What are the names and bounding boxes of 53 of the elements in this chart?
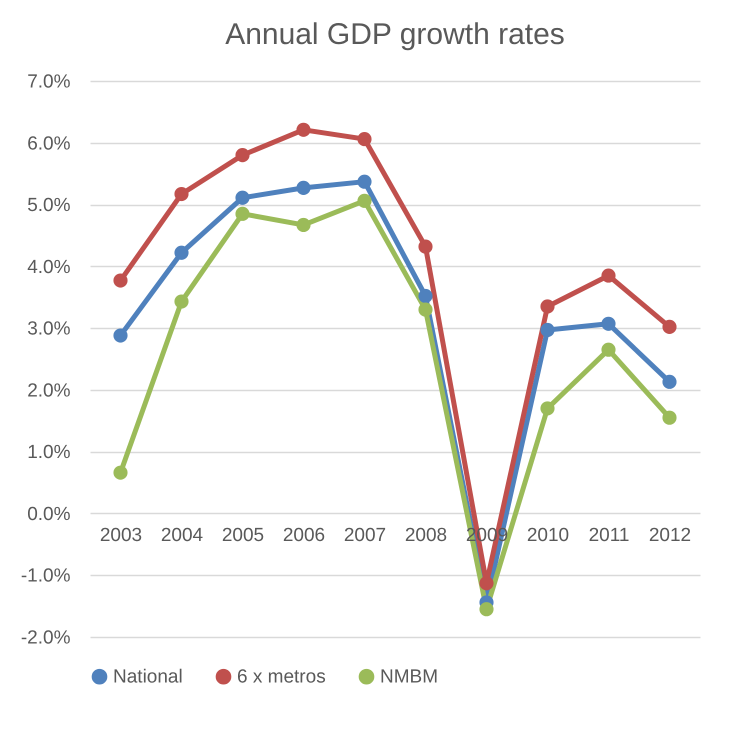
point [296, 122, 311, 137]
x-tick-label: 2006 [282, 524, 326, 546]
y-tick-label: 7.0% [27, 72, 71, 92]
y-tick-label: 6.0% [27, 133, 71, 154]
point [662, 374, 677, 389]
point [601, 268, 616, 283]
point [296, 180, 311, 195]
point [601, 342, 616, 357]
point [540, 322, 555, 338]
x-tick-label: 2012 [648, 524, 692, 546]
point [601, 316, 616, 331]
x-tick-label: 2004 [160, 524, 204, 546]
point [418, 302, 433, 317]
point [540, 401, 555, 416]
point [662, 320, 677, 334]
point [235, 148, 250, 162]
x-tick-label: 2011 [588, 524, 630, 546]
legend-label: 6 x metros [237, 666, 326, 688]
point [357, 174, 372, 189]
y-tick-label: -1.0% [20, 566, 71, 587]
y-tick-label: 0.0% [27, 504, 71, 525]
point [418, 240, 433, 254]
point [296, 218, 311, 232]
chart-title: Annual GDP growth rates [225, 18, 565, 51]
point [113, 466, 128, 480]
point [174, 186, 189, 202]
point [418, 288, 433, 304]
legend-label: NMBM [380, 666, 438, 688]
legend-label: National [113, 666, 183, 688]
point [479, 576, 494, 590]
point [357, 194, 372, 208]
y-tick-label: 5.0% [27, 195, 71, 216]
point [113, 328, 128, 343]
x-tick-label: 2009 [466, 524, 508, 546]
x-tick-label: 2003 [100, 524, 142, 546]
point [174, 246, 189, 260]
x-tick-label: 2005 [222, 524, 264, 546]
y-tick-label: 1.0% [27, 442, 71, 464]
point [235, 190, 250, 205]
y-tick-label: -2.0% [20, 628, 71, 648]
point [540, 299, 555, 314]
x-tick-label: 2007 [344, 524, 386, 546]
point [357, 132, 372, 146]
y-tick-label: 4.0% [27, 256, 71, 278]
point [174, 294, 189, 309]
y-tick-label: 2.0% [27, 380, 71, 402]
point [662, 410, 677, 425]
x-tick-label: 2008 [404, 524, 448, 546]
point [113, 273, 128, 288]
x-tick-label: 2010 [526, 524, 570, 546]
point [235, 206, 250, 221]
point [479, 602, 494, 616]
y-tick-label: 3.0% [27, 318, 71, 340]
